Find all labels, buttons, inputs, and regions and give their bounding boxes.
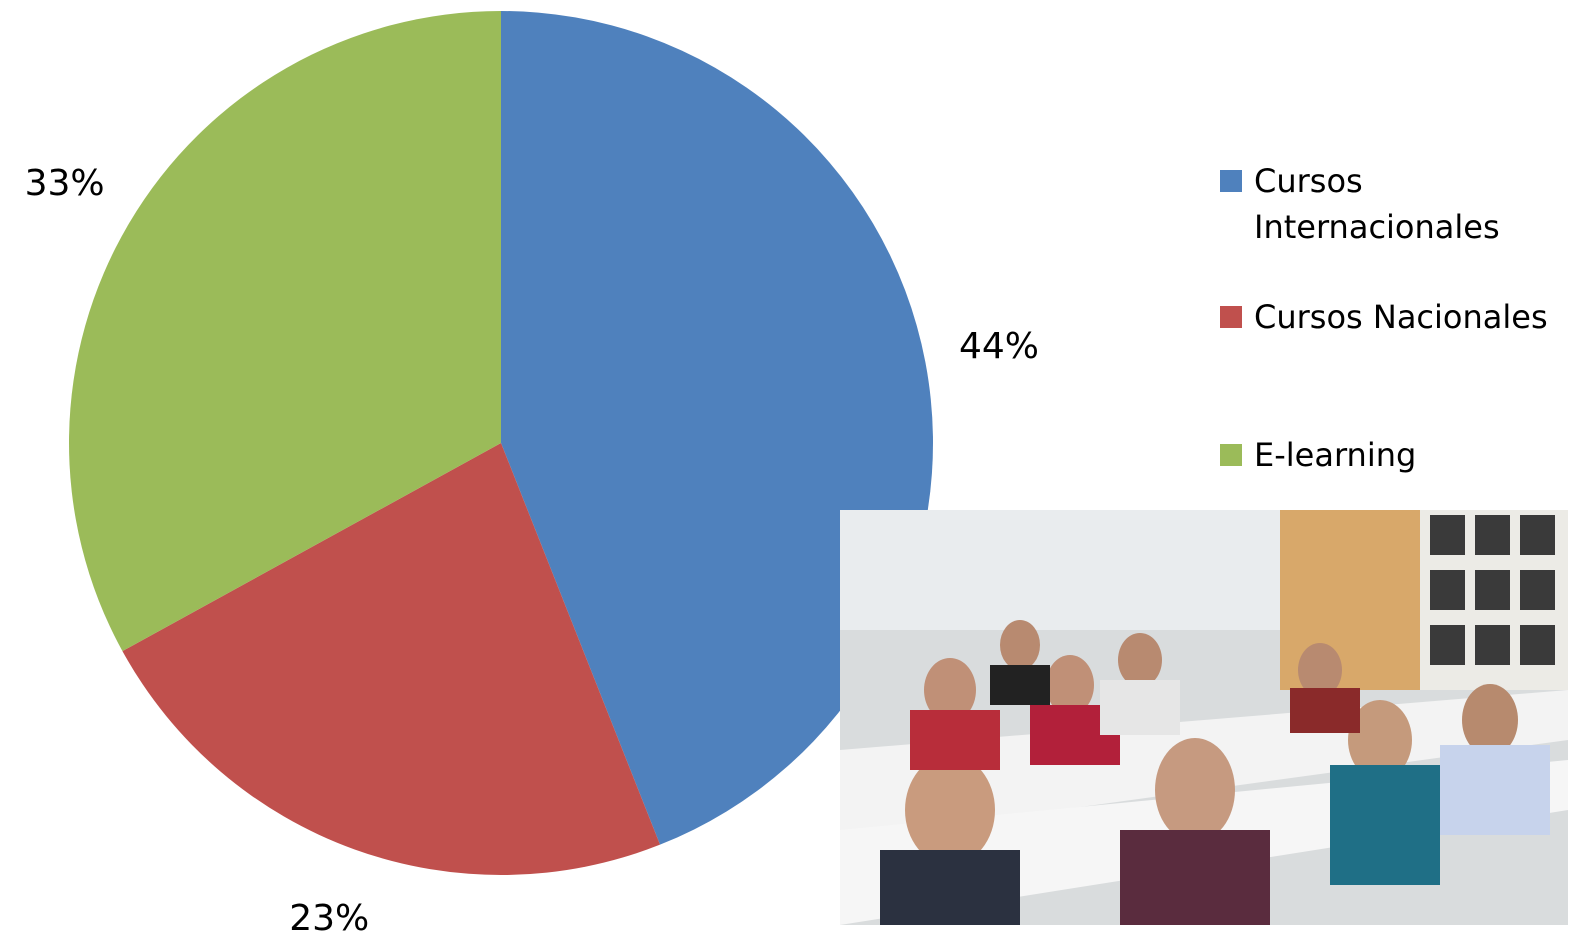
legend-label: Cursos Nacionales xyxy=(1254,294,1554,340)
data-label: 33% xyxy=(25,163,105,204)
legend-swatch xyxy=(1220,170,1242,192)
legend-label: Cursos Internacionales xyxy=(1254,158,1554,250)
photo xyxy=(840,510,1568,925)
legend-swatch xyxy=(1220,306,1242,328)
legend-swatch xyxy=(1220,444,1242,466)
legend-entry: Cursos Internacionales xyxy=(1220,158,1554,250)
legend-entry: E-learning xyxy=(1220,432,1554,478)
legend-label: E-learning xyxy=(1254,432,1554,478)
data-label: 44% xyxy=(959,326,1039,367)
legend-entry: Cursos Nacionales xyxy=(1220,294,1554,340)
page: 44% 23% 33% Cursos Internacionales Cursos N… xyxy=(0,0,1579,931)
data-label: 23% xyxy=(289,898,369,931)
